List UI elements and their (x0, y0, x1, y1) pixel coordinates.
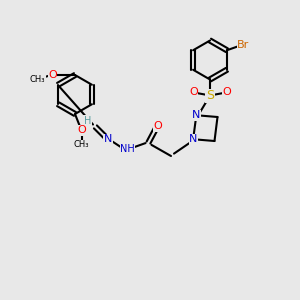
Text: Br: Br (237, 40, 250, 50)
Text: N: N (189, 134, 198, 145)
Text: CH₃: CH₃ (30, 75, 45, 84)
Text: O: O (153, 121, 162, 131)
Text: NH: NH (120, 143, 135, 154)
Text: CH₃: CH₃ (74, 140, 89, 149)
Text: S: S (206, 89, 214, 103)
Text: O: O (77, 125, 86, 136)
Text: O: O (189, 87, 198, 98)
Text: O: O (222, 87, 231, 98)
Text: O: O (48, 70, 57, 80)
Text: H: H (84, 116, 91, 126)
Text: N: N (104, 134, 112, 145)
Text: N: N (192, 110, 201, 121)
